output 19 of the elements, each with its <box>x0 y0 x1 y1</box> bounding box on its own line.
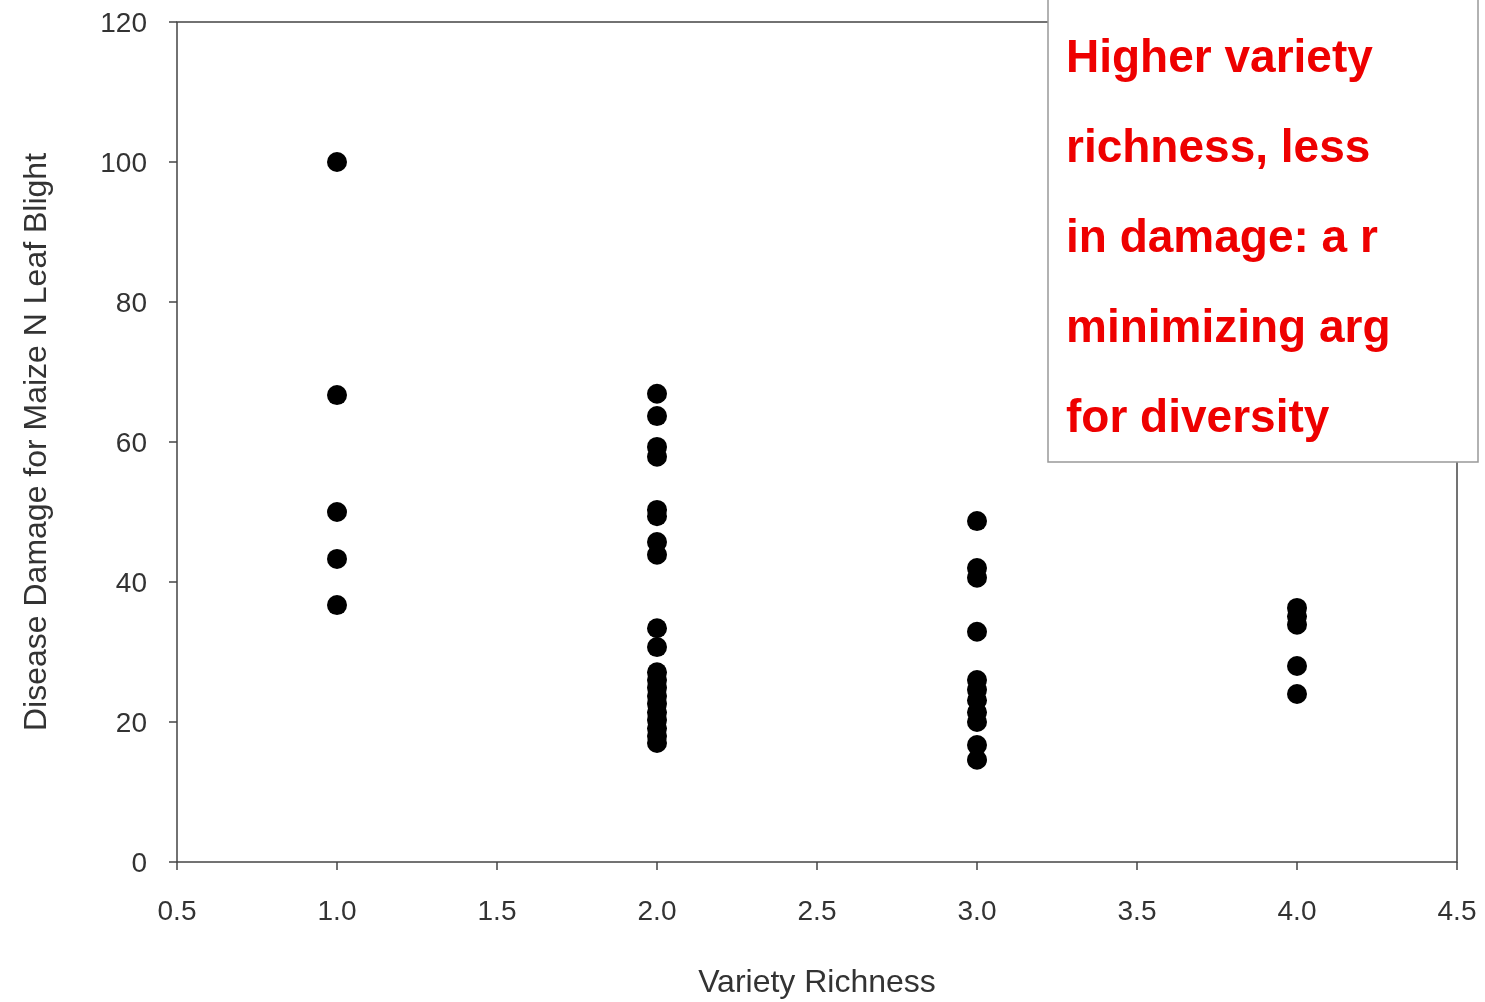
x-tick-label: 1.0 <box>317 895 357 926</box>
y-tick-label: 80 <box>115 287 147 318</box>
y-tick-label: 100 <box>100 147 147 178</box>
y-axis-title: Disease Damage for Maize N Leaf Blight <box>17 152 53 732</box>
y-tick-label: 60 <box>115 427 147 458</box>
x-tick-label: 4.0 <box>1277 895 1317 926</box>
y-tick-label: 0 <box>131 847 147 878</box>
y-tick-label: 40 <box>115 567 147 598</box>
x-axis-title: Variety Richness <box>698 963 936 999</box>
x-tick-label: 0.5 <box>157 895 197 926</box>
annotation: Higher variety richness, less in damage: a r minimizing arg for diversity <box>1066 30 1391 442</box>
y-tick-label: 120 <box>100 7 147 38</box>
x-tick-label: 3.0 <box>957 895 997 926</box>
x-tick-label: 4.5 <box>1437 895 1477 926</box>
y-tick-label: 20 <box>115 707 147 738</box>
x-tick-label: 1.5 <box>477 895 517 926</box>
x-tick-label: 2.5 <box>797 895 837 926</box>
x-tick-label: 3.5 <box>1117 895 1157 926</box>
x-tick-label: 2.0 <box>637 895 677 926</box>
